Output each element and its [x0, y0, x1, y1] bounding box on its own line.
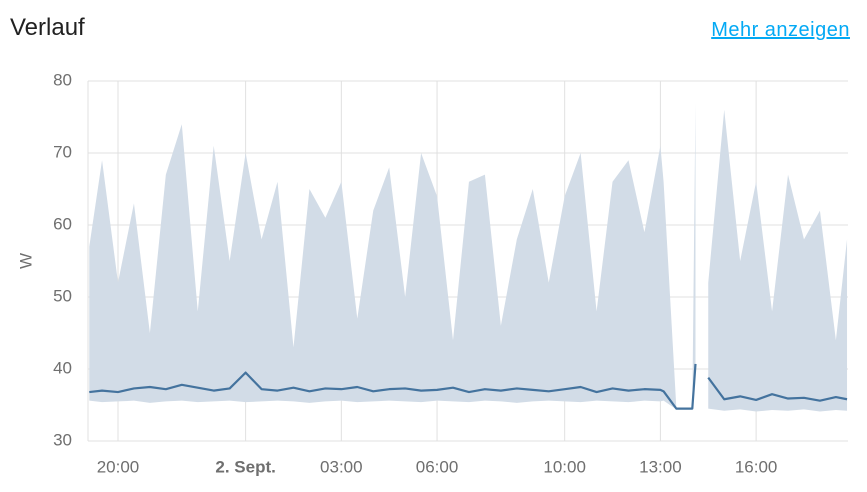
x-tick-label: 20:00 — [97, 457, 140, 476]
mean-line — [89, 363, 848, 410]
x-tick-label: 16:00 — [735, 457, 778, 476]
x-tick-label: 03:00 — [320, 457, 363, 476]
x-tick-label: 2. Sept. — [215, 457, 275, 476]
min-max-band — [89, 102, 848, 412]
y-axis-label: W — [16, 253, 35, 269]
x-tick-label: 10:00 — [543, 457, 586, 476]
x-tick-label: 13:00 — [639, 457, 682, 476]
y-tick-label: 80 — [53, 70, 72, 89]
y-tick-label: 60 — [53, 214, 72, 233]
more-link[interactable]: Mehr anzeigen — [711, 19, 850, 41]
y-tick-label: 30 — [53, 430, 72, 449]
y-tick-label: 40 — [53, 358, 72, 377]
y-tick-label: 70 — [53, 142, 72, 161]
y-tick-label: 50 — [53, 286, 72, 305]
card-title: Verlauf — [10, 14, 85, 41]
x-tick-label: 06:00 — [416, 457, 459, 476]
